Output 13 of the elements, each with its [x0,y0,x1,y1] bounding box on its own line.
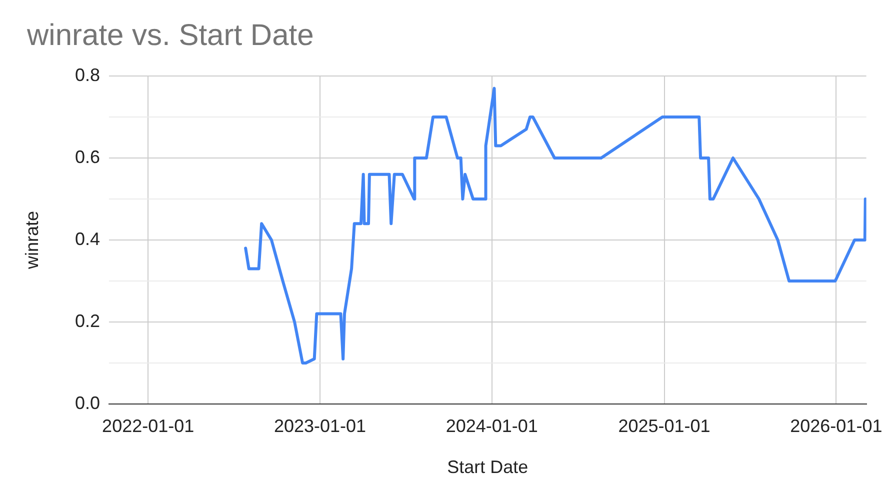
y-tick-label: 0.0 [74,392,100,413]
chart-title: winrate vs. Start Date [26,19,314,52]
x-axis-title: Start Date [447,457,528,477]
x-tick-label: 2025-01-01 [618,416,710,436]
y-tick-label: 0.4 [74,228,100,249]
y-tick-label: 0.6 [74,146,100,167]
y-axis-title: winrate [22,210,42,270]
x-tick-label: 2024-01-01 [446,416,538,436]
x-tick-label: 2022-01-01 [102,416,194,436]
x-tick-label: 2026-01-01 [790,416,882,436]
x-tick-label: 2023-01-01 [274,416,366,436]
y-tick-label: 0.2 [74,310,100,331]
y-tick-label: 0.8 [74,64,100,85]
